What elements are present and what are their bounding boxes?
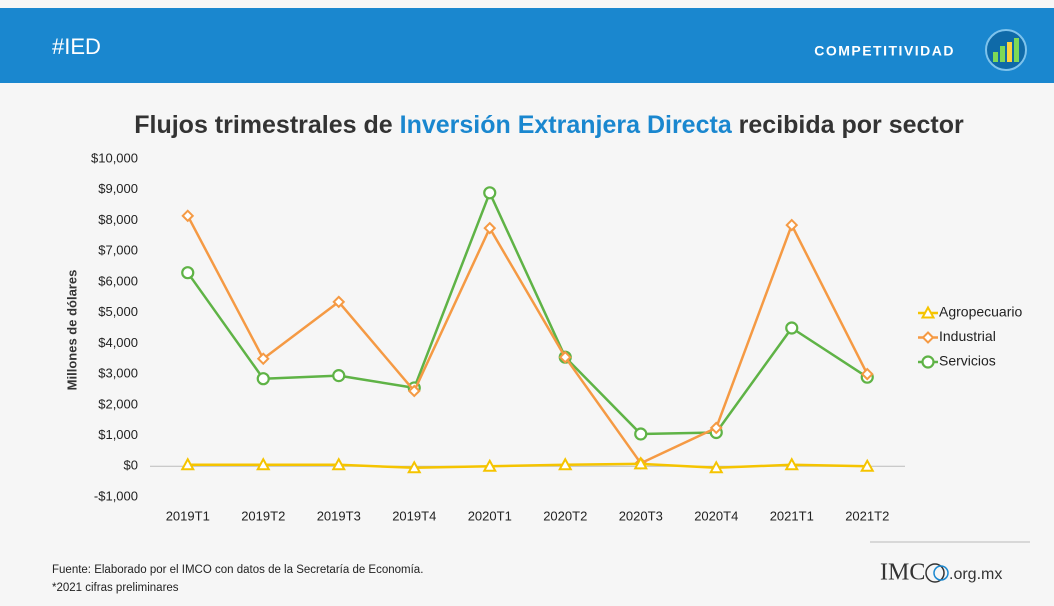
y-tick-label: $6,000 bbox=[98, 273, 138, 288]
marker bbox=[332, 295, 346, 309]
series-line bbox=[187, 462, 868, 470]
x-tick-label: 2019T2 bbox=[241, 508, 285, 523]
marker bbox=[180, 457, 195, 471]
header-logo bbox=[985, 29, 1027, 71]
y-tick-label: $7,000 bbox=[98, 243, 138, 258]
legend-marker bbox=[920, 305, 936, 319]
marker bbox=[407, 384, 421, 398]
series-line bbox=[186, 215, 869, 465]
x-tick-label: 2021T1 bbox=[770, 508, 814, 523]
title-part: recibida por sector bbox=[732, 111, 964, 139]
marker bbox=[483, 221, 497, 235]
marker bbox=[331, 457, 346, 471]
marker bbox=[785, 218, 799, 232]
legend-marker bbox=[921, 331, 935, 344]
marker bbox=[482, 458, 497, 472]
y-tick-label: $8,000 bbox=[98, 212, 138, 227]
marker bbox=[483, 186, 497, 200]
y-tick-label: $3,000 bbox=[98, 366, 138, 381]
x-tick-label: 2021T2 bbox=[845, 508, 889, 523]
footer-note: *2021 cifras preliminares bbox=[52, 582, 179, 594]
logo-text: IMC bbox=[880, 560, 925, 586]
y-tick-label: $2,000 bbox=[98, 396, 138, 411]
x-tick-label: 2019T1 bbox=[166, 508, 210, 523]
title-highlight: Inversión Extranjera Directa bbox=[400, 111, 733, 139]
marker bbox=[407, 460, 422, 474]
footer-logo: IMC .org.mx bbox=[880, 560, 1002, 586]
marker bbox=[784, 457, 799, 471]
legend-label: Agropecuario bbox=[939, 304, 1022, 320]
x-tick-label: 2020T4 bbox=[694, 508, 738, 523]
title-part: Flujos trimestrales de bbox=[134, 111, 399, 139]
y-axis-title: Millones de dólares bbox=[64, 270, 79, 391]
legend-label: Servicios bbox=[939, 353, 996, 369]
marker bbox=[785, 321, 799, 335]
x-tick-label: 2019T4 bbox=[392, 508, 436, 523]
marker bbox=[860, 367, 874, 381]
marker bbox=[633, 456, 648, 470]
header-tag: #IED bbox=[52, 34, 101, 59]
marker bbox=[181, 266, 195, 280]
y-tick-label: $1,000 bbox=[98, 427, 138, 442]
marker bbox=[256, 457, 271, 471]
x-tick-label: 2020T3 bbox=[619, 508, 663, 523]
x-tick-label: 2019T3 bbox=[317, 508, 361, 523]
legend-marker bbox=[921, 355, 935, 369]
legend-label: Industrial bbox=[939, 328, 996, 344]
marker bbox=[709, 460, 724, 474]
header-section: COMPETITIVIDAD bbox=[814, 43, 955, 59]
marker bbox=[860, 458, 875, 472]
y-tick-label: $0 bbox=[124, 458, 138, 473]
marker bbox=[558, 350, 572, 364]
marker bbox=[256, 352, 270, 366]
marker bbox=[709, 421, 723, 435]
y-tick-label: $9,000 bbox=[98, 181, 138, 196]
marker bbox=[256, 372, 270, 386]
marker bbox=[332, 369, 346, 383]
header-bar bbox=[0, 8, 1054, 83]
y-tick-label: $10,000 bbox=[91, 150, 138, 165]
series-line bbox=[186, 191, 868, 436]
y-tick-label: $4,000 bbox=[98, 335, 138, 350]
footer-source: Fuente: Elaborado por el IMCO con datos … bbox=[52, 564, 423, 576]
marker bbox=[558, 457, 573, 471]
logo-domain: .org.mx bbox=[949, 566, 1002, 583]
marker bbox=[634, 427, 648, 441]
x-tick-label: 2020T2 bbox=[543, 508, 587, 523]
chart-title: Flujos trimestrales de Inversión Extranj… bbox=[134, 111, 964, 139]
x-tick-label: 2020T1 bbox=[468, 508, 512, 523]
y-tick-label: -$1,000 bbox=[94, 488, 138, 503]
marker bbox=[181, 209, 195, 223]
y-tick-label: $5,000 bbox=[98, 304, 138, 319]
